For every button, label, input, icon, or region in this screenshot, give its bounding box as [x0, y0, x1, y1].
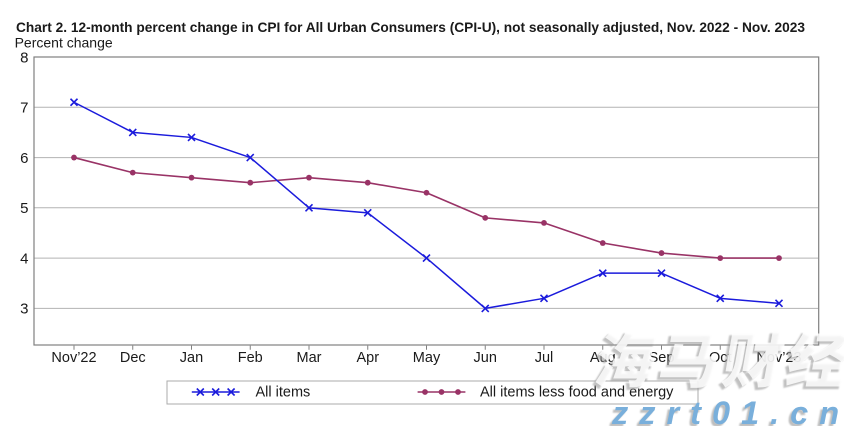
svg-text:6: 6 [20, 150, 28, 167]
svg-text:7: 7 [20, 100, 28, 117]
svg-text:Jun: Jun [474, 350, 497, 366]
svg-text:zzrt01.cn: zzrt01.cn [611, 395, 844, 426]
svg-text:Apr: Apr [356, 350, 379, 366]
svg-text:3: 3 [20, 301, 28, 318]
svg-text:8: 8 [20, 49, 28, 66]
svg-text:Nov’22: Nov’22 [51, 350, 96, 366]
svg-text:May: May [413, 350, 441, 366]
svg-text:Jan: Jan [180, 350, 203, 366]
svg-text:Feb: Feb [238, 350, 263, 366]
svg-text:Dec: Dec [120, 350, 146, 366]
svg-text:All items: All items [256, 385, 311, 401]
svg-text:Mar: Mar [297, 350, 322, 366]
svg-text:4: 4 [20, 250, 28, 267]
svg-text:Percent change: Percent change [15, 35, 113, 51]
svg-text:Jul: Jul [535, 350, 554, 366]
svg-text:zzrt01.cn: zzrt01.cn [609, 398, 844, 426]
svg-text:5: 5 [20, 200, 28, 217]
svg-text:All items less food and energy: All items less food and energy [480, 385, 674, 401]
svg-text:Chart 2. 12-month percent chan: Chart 2. 12-month percent change in CPI … [16, 19, 805, 35]
